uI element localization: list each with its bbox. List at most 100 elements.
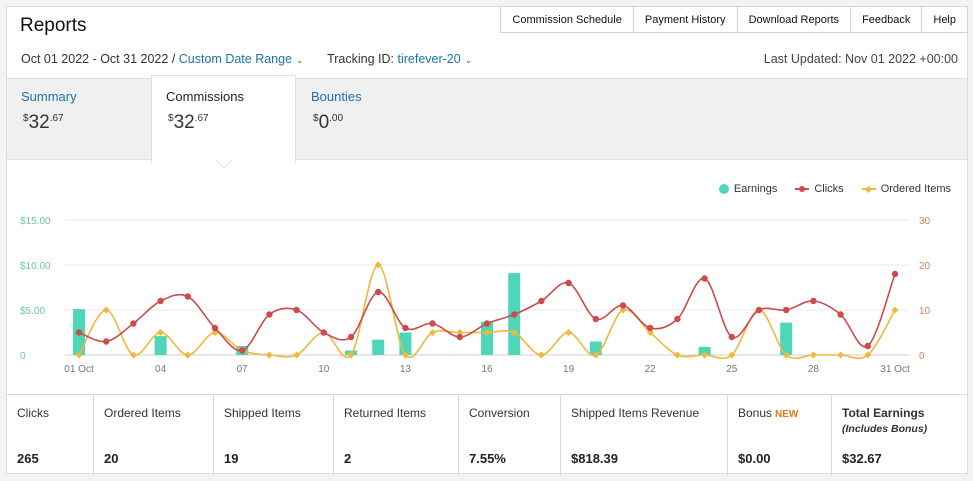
ordered-items-point [374,261,382,269]
stat-value: $0.00 [738,451,771,466]
tab-commissions-value: $32.67 [168,112,209,133]
stat-value: 2 [344,451,352,466]
x-tick-label: 04 [155,364,167,375]
legend-earnings-label: Earnings [733,183,778,195]
clicks-point [864,342,871,350]
stat-label: Shipped Items [224,406,301,420]
ordered-items-point [157,328,165,337]
earnings-bar [780,322,793,355]
clicks-point [75,329,83,336]
clicks-point [511,311,518,318]
ordered-items-point [401,351,409,359]
nav-help[interactable]: Help [921,6,968,33]
x-tick-label: 10 [318,364,330,375]
tab-bounties-value: $0.00 [313,112,344,133]
legend-clicks[interactable]: Clicks [795,183,844,195]
ordered-items-point [565,328,573,337]
clicks-point [592,315,599,323]
stat-label: Returned Items [344,406,427,420]
stat-returned-items: Returned Items 2 [334,395,459,475]
ordered-items-point [809,351,817,359]
filter-row: Oct 01 2022 - Oct 31 2022 / Custom Date … [21,52,472,66]
ordered-items-point [347,351,355,359]
tab-summary-label: Summary [21,89,77,104]
clicks-swatch-icon [795,186,810,192]
clicks-point [483,320,491,327]
y-right-tick-label: 30 [919,216,931,227]
legend-ordered-items[interactable]: Ordered Items [861,183,951,195]
ordered-items-point [646,328,654,337]
ordered-items-point [483,328,491,337]
ordered-items-point [102,306,110,314]
ordered-items-point [184,351,192,359]
tab-bounties-label: Bounties [311,89,362,104]
nav-download-reports[interactable]: Download Reports [736,6,852,33]
ordered-items-point [619,306,627,314]
ordered-items-point [429,328,437,337]
y-left-tick-label: $15.00 [20,216,51,227]
ordered-items-point [701,351,709,359]
tab-bounties[interactable]: Bounties $0.00 [311,79,431,161]
clicks-point [293,306,300,314]
ordered-items-point [293,351,301,359]
clicks-point [810,297,817,305]
clicks-point [755,306,763,314]
stat-value: 20 [104,451,119,466]
ordered-items-point [537,351,545,359]
stat-conversion: Conversion 7.55% [459,395,561,475]
x-tick-label: 01 Oct [64,364,94,375]
earnings-bar [698,346,711,355]
x-tick-label: 16 [481,364,493,375]
y-right-tick-label: 10 [919,306,931,317]
y-left-tick-label: $5.00 [20,306,45,317]
ordered-items-point [782,351,790,359]
stat-value: $32.67 [842,451,882,466]
chevron-down-icon[interactable]: ⌄ [296,55,304,65]
stat-ordered-items: Ordered Items 20 [94,395,214,475]
tab-summary-value: $32.67 [23,112,64,133]
tab-summary[interactable]: Summary $32.67 [21,79,141,161]
x-tick-label: 22 [645,364,657,375]
clicks-point [320,329,327,336]
stats-bar: Clicks 265 Ordered Items 20 Shipped Item… [7,394,967,475]
nav-payment-history[interactable]: Payment History [632,6,738,33]
clicks-point [184,293,191,300]
stat-label: Total Earnings [842,406,925,420]
new-badge: NEW [775,409,799,420]
legend-clicks-label: Clicks [814,183,844,195]
stat-value: $818.39 [571,451,618,466]
tab-commissions[interactable]: Commissions $32.67 [151,75,296,163]
tracking-id-label: Tracking ID: [327,52,394,66]
ordered-items-swatch-icon [861,185,876,193]
x-tick-label: 31 Oct [880,364,910,375]
earnings-chart: $15.00 30 $10.00 20 $5.00 10 0 0 01 Oct 04 07 10 13 1… [20,216,931,375]
stat-clicks: Clicks 265 [7,395,94,475]
ordered-items-point [837,351,845,359]
clicks-point [375,288,382,296]
stat-sublabel: (Includes Bonus) [842,423,928,435]
clicks-point [239,347,246,354]
nav-feedback[interactable]: Feedback [850,6,923,33]
clicks-point [538,297,545,305]
clicks-point [619,302,627,309]
ordered-items-point [265,351,273,359]
stat-label: Clicks [17,406,49,420]
stat-value: 7.55% [469,451,506,466]
y-right-tick-label: 0 [919,351,925,362]
x-tick-label: 25 [726,364,738,375]
y-right-tick-label: 20 [919,261,931,272]
stat-value: 265 [17,451,39,466]
date-range-picker[interactable]: Custom Date Range [178,52,293,66]
earnings-swatch-icon [718,184,729,194]
nav-commission-schedule[interactable]: Commission Schedule [500,6,634,33]
clicks-point [728,333,735,341]
chevron-down-icon[interactable]: ⌄ [464,55,473,65]
ordered-items-point [456,328,464,337]
earnings-bar [154,336,167,355]
clicks-point [701,275,708,282]
legend-earnings[interactable]: Earnings [718,183,778,195]
tracking-id-dropdown[interactable]: tirefever-20 [397,52,461,66]
ordered-items-point [129,351,137,359]
clicks-point [565,279,572,287]
ordered-items-point [673,351,681,359]
